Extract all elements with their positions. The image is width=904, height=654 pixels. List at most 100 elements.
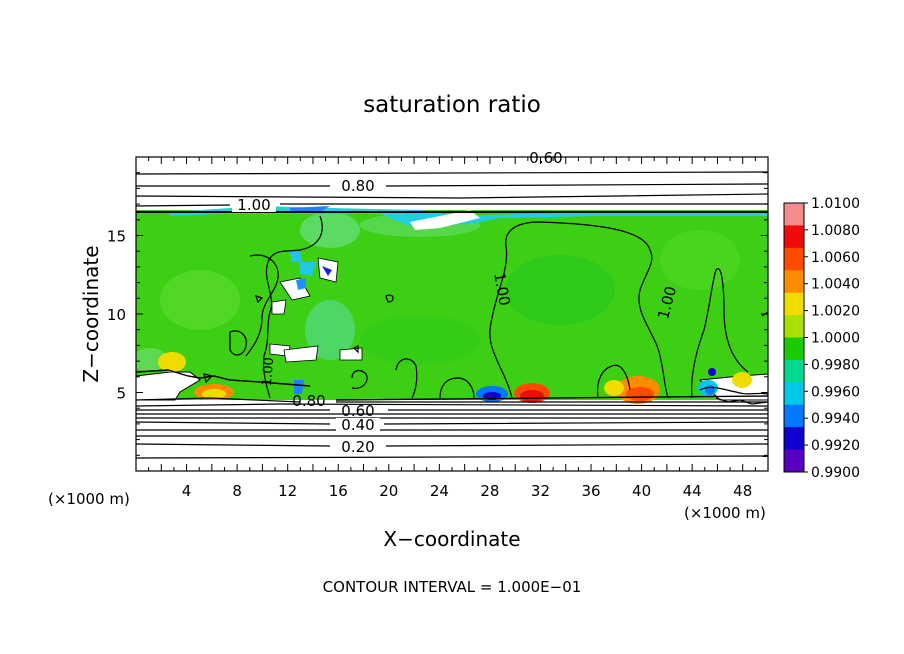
plot-area	[136, 157, 768, 471]
contour-label: 0.80	[341, 177, 374, 195]
contour-line	[136, 421, 768, 425]
contour-line	[262, 215, 323, 399]
colorbar-swatch	[784, 449, 804, 473]
warm-spot	[520, 390, 544, 402]
dry-patch	[290, 252, 302, 262]
contour-label: 0.80	[292, 392, 325, 410]
colorbar-label: 0.9920	[811, 438, 860, 454]
colorbar-label: 0.9980	[811, 357, 860, 373]
cool-spot	[705, 385, 715, 395]
contour-label: 1.00	[260, 357, 277, 387]
x-tick-label: 32	[531, 482, 550, 500]
colorbar-label: 1.0060	[811, 250, 860, 266]
colorbar-swatch	[784, 427, 804, 451]
contour-line	[255, 295, 264, 304]
contour-line	[489, 221, 669, 399]
contour-line	[136, 443, 768, 447]
contour-line	[136, 403, 768, 407]
contour-line	[229, 330, 247, 356]
colorbar-swatch	[784, 203, 804, 226]
contour-line	[203, 373, 214, 384]
contour-interval: CONTOUR INTERVAL = 1.000E−01	[323, 578, 582, 596]
contour-label: 0.60	[529, 149, 562, 167]
contour-line	[439, 377, 475, 399]
field-patch	[360, 315, 480, 365]
field-patch	[660, 230, 740, 290]
contour-label: 0.20	[341, 438, 374, 456]
field-patches	[136, 212, 740, 372]
x-tick-label: 40	[632, 482, 651, 500]
contour-label: 1.00	[237, 196, 270, 214]
contour-line	[699, 386, 768, 395]
y-tick-label: 10	[107, 306, 126, 324]
contour-line	[245, 254, 279, 357]
cool-spot	[708, 368, 716, 376]
contour-line	[136, 397, 768, 403]
chart-title: saturation ratio	[363, 92, 541, 118]
colorbar-label: 0.9960	[811, 384, 860, 400]
colorbar-label: 1.0100	[811, 196, 860, 212]
colorbar-swatch	[784, 404, 804, 428]
x-unit-left: (×1000 m)	[48, 490, 130, 508]
x-tick-label: 12	[278, 482, 297, 500]
x-tick-label: 28	[480, 482, 499, 500]
colorbar-label: 1.0000	[811, 331, 860, 347]
contour-label: 0.40	[341, 416, 374, 434]
warm-spot	[202, 389, 226, 399]
dry-patch	[322, 266, 332, 276]
colorbar: 1.0100 1.0080 1.0060 1.0040 1.0020 1.0000 0.99…	[783, 196, 860, 481]
dry-patch	[300, 262, 316, 276]
colorbar-swatch	[784, 315, 804, 338]
colorbar-swatch	[784, 225, 804, 249]
y-tick-label: 5	[116, 385, 126, 403]
warm-spot	[732, 372, 752, 388]
x-tick-label: 48	[733, 482, 752, 500]
x-tick-label: 44	[683, 482, 702, 500]
field-patch	[305, 300, 355, 360]
contour-line	[715, 397, 768, 405]
field-patch	[160, 270, 240, 330]
contour-line	[136, 203, 768, 207]
axis-ticks	[136, 157, 768, 471]
contour-line	[136, 183, 768, 187]
x-axis-label: X−coordinate	[383, 527, 520, 551]
contour-line	[136, 171, 768, 175]
dry-patch	[283, 345, 319, 363]
top-edge-blue	[290, 206, 330, 212]
field-patch	[300, 212, 360, 248]
y-axis-label: Z−coordinate	[79, 245, 103, 382]
colorbar-label: 1.0080	[811, 223, 860, 239]
x-tick-label: 20	[379, 482, 398, 500]
dry-patch	[271, 299, 287, 315]
contour-line	[351, 369, 368, 389]
x-tick-label: 16	[329, 482, 348, 500]
dry-patch	[339, 347, 363, 361]
colorbar-label: 1.0020	[811, 304, 860, 320]
x-tick-label: 24	[430, 482, 449, 500]
colorbar-label: 1.0040	[811, 277, 860, 293]
warm-spot	[604, 380, 624, 396]
contour-lines	[136, 171, 768, 459]
x-tick-label: 36	[581, 482, 600, 500]
contour-label: 0.60	[341, 402, 374, 420]
dry-patch	[294, 380, 304, 394]
contour-line	[691, 268, 749, 399]
contour-line	[136, 193, 768, 199]
x-unit-right: (×1000 m)	[684, 504, 766, 522]
colorbar-swatch	[784, 292, 804, 316]
contour-line	[136, 369, 768, 401]
contour-label: 1.00	[490, 271, 514, 307]
contour-labels: 0.60 0.80 1.00 0.80 0.60 0.40 0.20 1.00 …	[232, 149, 680, 456]
warm-spot	[158, 352, 186, 372]
colorbar-swatch	[784, 337, 804, 361]
x-tick-labels: 4 8 12 16 20 24 28 32 36 40 44 48	[182, 482, 752, 500]
y-tick-label: 15	[107, 228, 126, 246]
x-tick-label: 4	[182, 482, 192, 500]
x-tick-label: 8	[232, 482, 242, 500]
field-patch	[505, 255, 615, 325]
dry-patch	[296, 278, 306, 290]
top-edge-white	[410, 210, 480, 230]
contour-line	[352, 345, 359, 354]
colorbar-swatch	[784, 247, 804, 271]
colorbar-swatch	[784, 382, 804, 406]
